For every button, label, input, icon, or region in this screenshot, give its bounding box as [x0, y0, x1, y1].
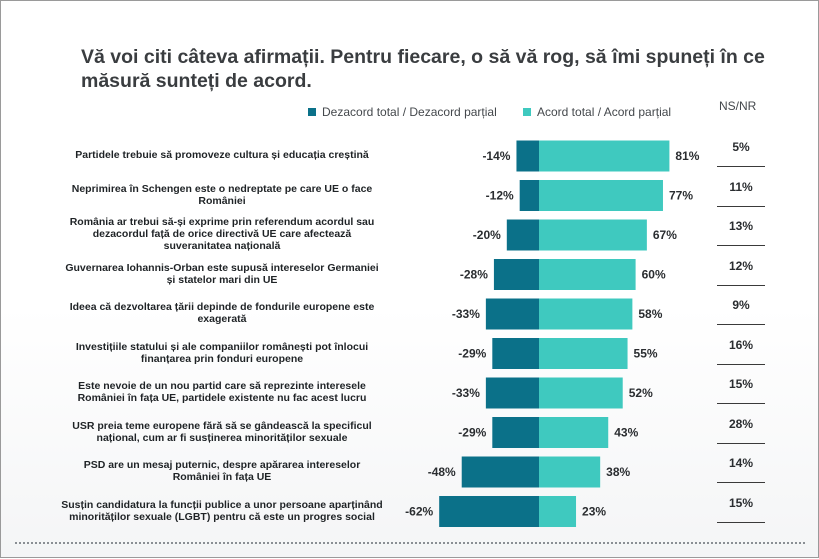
data-label-agree: 55% [634, 347, 658, 361]
nsnr-underline [717, 442, 765, 444]
nsnr-value: 16% [728, 337, 754, 352]
nsnr-value: 11% [729, 179, 753, 194]
bar-disagree [519, 180, 539, 211]
bar-agree [539, 140, 670, 172]
statement-label: Susțin candidatura la funcții publice a … [61, 498, 383, 523]
data-label-agree: 43% [614, 426, 638, 440]
data-label-disagree: -33% [452, 307, 480, 321]
data-label-agree: 58% [638, 307, 662, 321]
nsnr-value: 14% [728, 456, 754, 470]
nsnr-underline [717, 521, 765, 523]
bar-disagree [492, 338, 539, 369]
data-label-disagree: -29% [458, 426, 486, 440]
nsnr-value: 5% [732, 140, 750, 154]
data-label-disagree: -20% [473, 228, 501, 242]
nsnr-underline [717, 363, 765, 365]
bar-disagree [485, 298, 539, 330]
bar-agree [539, 298, 633, 330]
bar-disagree [439, 496, 539, 527]
statement-label: Investițiile statului și ale companiilor… [75, 340, 369, 365]
nsnr-underline [717, 284, 765, 286]
data-label-agree: 23% [582, 505, 606, 519]
bar-disagree [516, 140, 539, 172]
nsnr-value: 28% [728, 416, 754, 431]
data-label-agree: 81% [675, 149, 699, 163]
bar-disagree [506, 219, 539, 251]
statement-label: Este nevoie de un nou partid care să rep… [77, 380, 367, 404]
nsnr-underline [717, 403, 765, 404]
data-label-disagree: -33% [452, 386, 480, 400]
legend-negative: Dezacord total / Dezacord parțial [308, 105, 497, 119]
bar-agree [539, 219, 647, 251]
statement-label: Ideea că dezvoltarea țării depinde de fo… [69, 301, 375, 325]
statement-label: Guvernarea Iohannis-Orban este supusă in… [65, 261, 379, 286]
statement-label: România ar trebui să-și exprime prin ref… [69, 216, 375, 252]
nsnr-underline [717, 324, 765, 325]
page-title: Vă voi citi câteva afirmații. Pentru fie… [81, 46, 765, 92]
bar-agree [539, 496, 577, 527]
data-label-agree: 52% [629, 386, 653, 400]
statement-label: PSD are un mesaj puternic, despre apărar… [83, 459, 361, 483]
nsnr-value: 15% [728, 495, 754, 510]
data-label-disagree: -14% [482, 149, 510, 163]
statement-label: USR preia teme europene fără să se gânde… [72, 419, 372, 444]
bar-agree [539, 180, 663, 211]
nsnr-value: 15% [728, 377, 754, 391]
nsnr-underline [717, 482, 765, 483]
bar-disagree [461, 456, 539, 488]
data-label-agree: 60% [642, 268, 666, 282]
statement-label: Partidele trebuie să promoveze cultura ș… [75, 149, 369, 161]
bar-disagree [493, 259, 539, 290]
nsnr-underline [717, 205, 765, 207]
nsnr-value: 12% [728, 258, 754, 273]
data-label-disagree: -12% [486, 189, 514, 203]
bar-disagree [485, 377, 539, 409]
nsnr-header: NS/NR [719, 99, 757, 113]
nsnr-underline [717, 245, 765, 246]
data-label-disagree: -29% [458, 347, 486, 361]
legend-positive: Acord total / Acord parțial [523, 105, 671, 119]
legend-negative-label: Dezacord total / Dezacord parțial [322, 105, 497, 119]
data-label-agree: 77% [669, 189, 693, 203]
nsnr-value: 13% [728, 219, 754, 233]
data-label-agree: 67% [653, 228, 677, 242]
data-label-disagree: -28% [460, 268, 488, 282]
bar-agree [539, 417, 609, 448]
data-label-agree: 38% [606, 465, 630, 479]
bottom-divider [15, 542, 805, 544]
legend-positive-swatch [523, 108, 531, 116]
bar-agree [539, 456, 601, 488]
bar-agree [539, 259, 636, 290]
nsnr-value: 9% [732, 298, 750, 312]
legend-positive-label: Acord total / Acord parțial [537, 105, 672, 119]
bar-agree [539, 377, 623, 409]
bar-disagree [492, 417, 539, 448]
nsnr-underline [717, 166, 765, 167]
bar-agree [539, 338, 628, 369]
statement-label: Neprimirea în Schengen este o nedreptate… [71, 182, 373, 207]
data-label-disagree: -62% [405, 505, 433, 519]
legend-negative-swatch [308, 108, 316, 116]
data-label-disagree: -48% [428, 465, 456, 479]
